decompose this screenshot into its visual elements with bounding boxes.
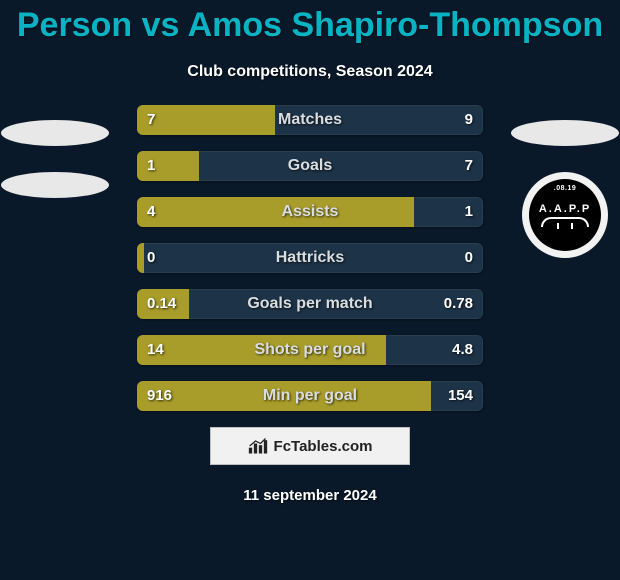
stat-row: 7Matches9 xyxy=(137,105,483,135)
player-photo-placeholder xyxy=(1,120,109,146)
source-badge[interactable]: FcTables.com xyxy=(210,427,410,465)
crest-top-text: .08.19 xyxy=(554,185,576,192)
stat-label: Hattricks xyxy=(137,243,483,273)
player-photo-placeholder xyxy=(511,120,619,146)
stat-label: Goals per match xyxy=(137,289,483,319)
page-title: Person vs Amos Shapiro-Thompson xyxy=(0,0,620,45)
stat-row: 916Min per goal154 xyxy=(137,381,483,411)
value-right: 7 xyxy=(465,151,473,181)
value-right: 154 xyxy=(448,381,473,411)
date-label: 11 september 2024 xyxy=(0,487,620,504)
stat-label: Min per goal xyxy=(137,381,483,411)
crest-bridge-icon xyxy=(541,217,589,227)
crest-text: A.A.P.P xyxy=(539,203,591,215)
subtitle: Club competitions, Season 2024 xyxy=(0,63,620,81)
stats-chart: 7Matches91Goals74Assists10Hattricks00.14… xyxy=(137,105,483,411)
stat-row: 4Assists1 xyxy=(137,197,483,227)
club-crest: .08.19 A.A.P.P xyxy=(522,172,608,258)
stat-label: Shots per goal xyxy=(137,335,483,365)
stat-row: 0.14Goals per match0.78 xyxy=(137,289,483,319)
stat-label: Assists xyxy=(137,197,483,227)
left-player-badges xyxy=(0,120,110,224)
stat-label: Goals xyxy=(137,151,483,181)
bar-chart-icon xyxy=(248,437,268,455)
source-label: FcTables.com xyxy=(274,438,373,455)
value-right: 0.78 xyxy=(444,289,473,319)
stat-label: Matches xyxy=(137,105,483,135)
right-player-badges: .08.19 A.A.P.P xyxy=(510,120,620,258)
value-right: 0 xyxy=(465,243,473,273)
club-logo-placeholder xyxy=(1,172,109,198)
stat-row: 14Shots per goal4.8 xyxy=(137,335,483,365)
value-right: 4.8 xyxy=(452,335,473,365)
stat-row: 0Hattricks0 xyxy=(137,243,483,273)
value-right: 1 xyxy=(465,197,473,227)
stat-row: 1Goals7 xyxy=(137,151,483,181)
value-right: 9 xyxy=(465,105,473,135)
